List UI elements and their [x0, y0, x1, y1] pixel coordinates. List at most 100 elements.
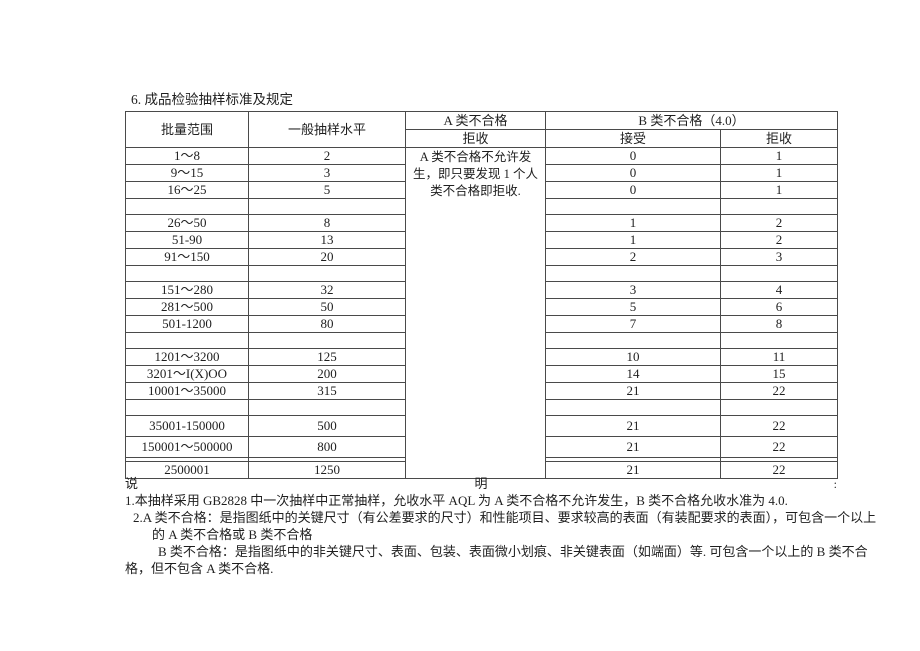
sampling-level-cell: 13	[248, 231, 406, 249]
batch-range-cell: 91～150	[125, 248, 249, 266]
class-b-accept-cell: 3	[545, 281, 721, 299]
class-b-accept-cell: 7	[545, 315, 721, 333]
column-header-class-b: B 类不合格（4.0）	[544, 111, 839, 130]
class-b-reject-cell: 6	[719, 298, 839, 316]
batch-range-cell: 10001～35000	[125, 382, 249, 400]
table-row: 1201～3200 125 10 11	[125, 348, 839, 366]
batch-range-cell	[125, 399, 249, 416]
column-header-class-b-reject: 拒收	[719, 129, 839, 148]
batch-range-cell	[125, 198, 249, 215]
batch-range-cell: 151～280	[125, 281, 249, 299]
table-row: 150001～500000 800 21 22	[125, 436, 839, 458]
class-b-reject-cell: 22	[719, 415, 839, 437]
class-b-reject-cell: 1	[719, 181, 839, 199]
class-b-accept-cell: 21	[545, 436, 721, 458]
class-b-reject-cell: 1	[719, 147, 839, 165]
sampling-level-cell	[248, 332, 406, 349]
sampling-level-cell: 80	[248, 315, 406, 333]
page-title: 6. 成品检验抽样标准及规定	[131, 92, 293, 107]
column-header-class-a: A 类不合格	[405, 111, 546, 130]
class-b-accept-cell	[545, 265, 721, 282]
batch-range-cell	[125, 332, 249, 349]
class-b-reject-cell: 4	[719, 281, 839, 299]
class-b-reject-cell: 11	[719, 348, 839, 366]
sampling-level-cell	[248, 399, 406, 416]
table-row: 3201～I(X)OO 200 14 15	[125, 365, 839, 383]
spacer-row	[125, 198, 839, 215]
spacer-row	[125, 332, 839, 349]
sampling-level-cell: 3	[248, 164, 406, 182]
class-b-reject-cell	[719, 198, 839, 215]
sampling-level-cell: 125	[248, 348, 406, 366]
class-b-accept-cell: 0	[545, 181, 721, 199]
class-b-reject-cell: 8	[719, 315, 839, 333]
class-b-accept-cell: 5	[545, 298, 721, 316]
batch-range-cell: 1201～3200	[125, 348, 249, 366]
notes-title-colon: :	[833, 477, 837, 491]
class-b-accept-cell: 21	[545, 415, 721, 437]
notes-title-center: 明	[474, 476, 488, 491]
spacer-row	[125, 399, 839, 416]
class-b-accept-cell	[545, 332, 721, 349]
column-header-class-b-accept: 接受	[545, 129, 721, 148]
batch-range-cell: 16～25	[125, 181, 249, 199]
sampling-level-cell: 500	[248, 415, 406, 437]
note-line-2: 2.A 类不合格：是指图纸中的关键尺寸（有公差要求的尺寸）和性能项目、要求较高的…	[133, 510, 877, 525]
table-header: 批量范围 一般抽样水平 A 类不合格 B 类不合格（4.0） 拒收 接受 拒收	[125, 111, 839, 148]
notes-title-left: 说	[125, 476, 139, 491]
table-row: 1～8 2 A 类不合格不允许发生，即只要发现 1 个人类不合格即拒收. 0 1	[125, 147, 839, 479]
sampling-level-cell: 20	[248, 248, 406, 266]
column-header-class-a-reject: 拒收	[405, 129, 546, 148]
batch-range-cell: 2500001	[125, 461, 249, 479]
class-b-accept-cell: 1	[545, 231, 721, 249]
note-line-3: 的 A 类不合格或 B 类不合格	[152, 527, 313, 542]
class-b-accept-cell: 21	[545, 461, 721, 479]
class-b-reject-cell: 15	[719, 365, 839, 383]
class-b-reject-cell	[719, 265, 839, 282]
class-b-accept-cell	[545, 399, 721, 416]
class-b-reject-cell: 2	[719, 231, 839, 249]
batch-range-cell: 1～8	[125, 147, 249, 165]
batch-range-cell: 51-90	[125, 231, 249, 249]
batch-range-cell: 35001-150000	[125, 415, 249, 437]
table-row: 501-1200 80 7 8	[125, 315, 839, 333]
batch-range-cell: 9～15	[125, 164, 249, 182]
class-b-reject-cell: 2	[719, 214, 839, 232]
notes-section: 说 明 : 1.本抽样采用 GB2828 中一次抽样中正常抽样，允收水平 AQL…	[125, 476, 877, 577]
sampling-level-cell: 2	[248, 147, 406, 165]
class-b-reject-cell: 1	[719, 164, 839, 182]
sampling-level-cell: 50	[248, 298, 406, 316]
table-body: 1～8 2 A 类不合格不允许发生，即只要发现 1 个人类不合格即拒收. 0 1 9～15…	[125, 147, 839, 479]
class-b-accept-cell: 0	[545, 164, 721, 182]
spacer-row	[125, 265, 839, 282]
class-b-accept-cell: 10	[545, 348, 721, 366]
table-row: 91～150 20 2 3	[125, 248, 839, 266]
class-b-reject-cell: 3	[719, 248, 839, 266]
batch-range-cell: 501-1200	[125, 315, 249, 333]
note-line-5: 格，但不包含 A 类不合格.	[125, 561, 274, 576]
class-b-reject-cell	[719, 332, 839, 349]
table-row: 2500001 1250 21 22	[125, 461, 839, 479]
class-b-accept-cell: 0	[545, 147, 721, 165]
class-b-reject-cell: 22	[719, 382, 839, 400]
sampling-level-cell: 5	[248, 181, 406, 199]
batch-range-cell	[125, 265, 249, 282]
column-header-batch-range: 批量范围	[125, 111, 249, 148]
sampling-standard-table: 批量范围 一般抽样水平 A 类不合格 B 类不合格（4.0） 拒收 接受 拒收 …	[125, 111, 839, 479]
batch-range-cell: 3201～I(X)OO	[125, 365, 249, 383]
table-row: 35001-150000 500 21 22	[125, 415, 839, 437]
sampling-level-cell	[248, 198, 406, 215]
class-a-policy-note: A 类不合格不允许发生，即只要发现 1 个人类不合格即拒收.	[405, 147, 546, 479]
sampling-level-cell: 32	[248, 281, 406, 299]
column-header-sampling-level: 一般抽样水平	[248, 111, 406, 148]
class-b-reject-cell: 22	[719, 436, 839, 458]
sampling-level-cell: 800	[248, 436, 406, 458]
note-line-4: B 类不合格：是指图纸中的非关键尺寸、表面、包装、表面微小划痕、非关键表面（如端…	[158, 544, 868, 559]
batch-range-cell: 150001～500000	[125, 436, 249, 458]
sampling-level-cell: 315	[248, 382, 406, 400]
class-b-accept-cell: 21	[545, 382, 721, 400]
notes-title-row: 说 明 :	[125, 476, 837, 492]
batch-range-cell: 281～500	[125, 298, 249, 316]
header-row-main: 批量范围 一般抽样水平 A 类不合格 B 类不合格（4.0）	[125, 111, 839, 148]
